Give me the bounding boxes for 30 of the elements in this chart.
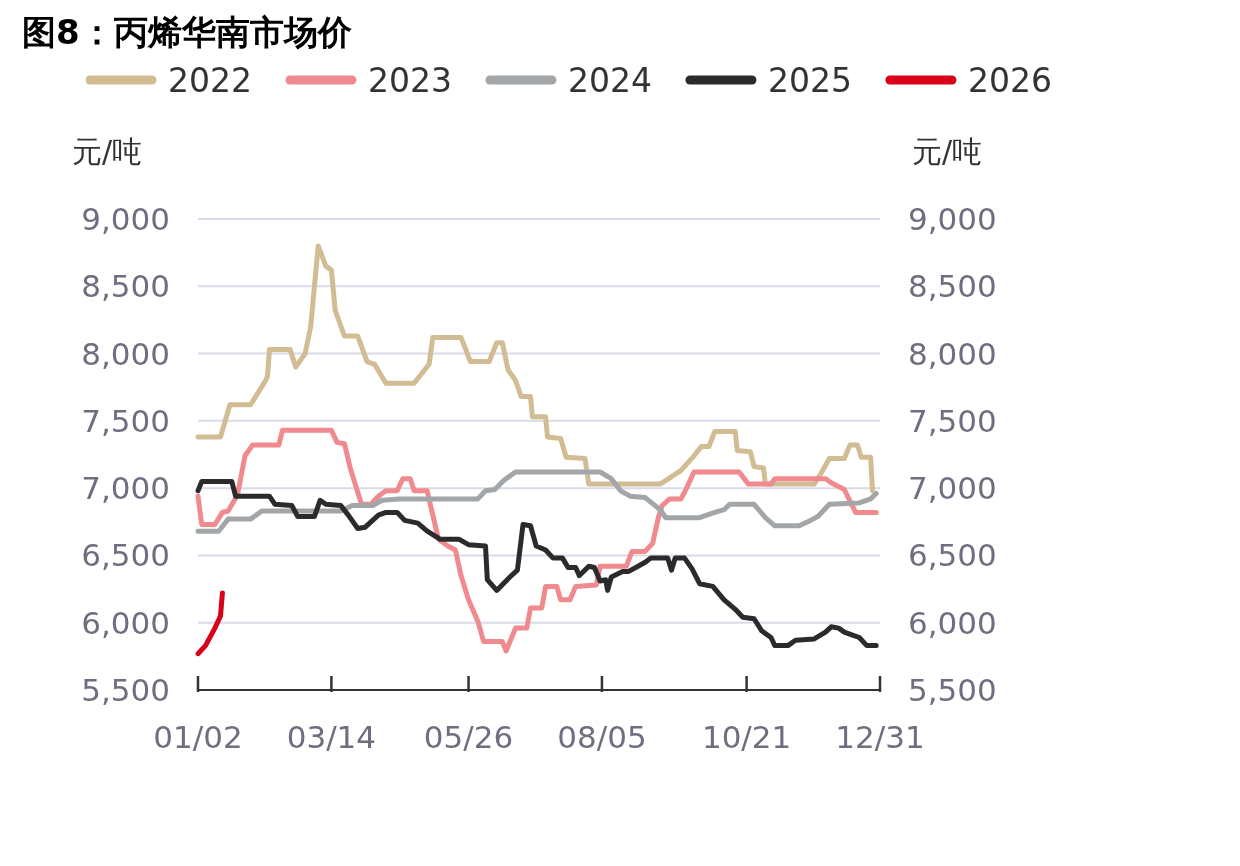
legend-label: 2025 bbox=[767, 61, 852, 100]
y-axis-title: 元/吨 bbox=[72, 134, 143, 169]
x-tick-label: 01/02 bbox=[153, 719, 243, 755]
y2-tick-label: 5,500 bbox=[908, 672, 997, 708]
y-tick-label: 5,500 bbox=[81, 672, 170, 708]
y-tick-label: 6,000 bbox=[81, 604, 170, 641]
legend-label: 2026 bbox=[967, 61, 1052, 100]
y2-tick-label: 8,000 bbox=[908, 335, 997, 372]
x-tick-label: 05/26 bbox=[423, 719, 514, 755]
y2-tick-label: 7,000 bbox=[908, 470, 997, 507]
y-tick-label: 8,000 bbox=[81, 335, 170, 372]
y-tick-label: 9,000 bbox=[81, 201, 170, 237]
y2-tick-label: 7,500 bbox=[908, 402, 997, 439]
legend-label: 2023 bbox=[367, 61, 452, 100]
y2-axis-title: 元/吨 bbox=[912, 134, 983, 169]
x-tick-label: 08/05 bbox=[557, 719, 647, 755]
chart-title: 图8：丙烯华南市场价 bbox=[22, 12, 353, 52]
legend-label: 2024 bbox=[567, 61, 652, 100]
legend-label: 2022 bbox=[168, 61, 252, 100]
x-tick-label: 12/31 bbox=[835, 719, 925, 755]
y2-tick-label: 6,000 bbox=[908, 604, 997, 641]
x-tick-label: 10/21 bbox=[701, 719, 792, 755]
x-tick-label: 03/14 bbox=[286, 719, 377, 755]
y-tick-label: 7,000 bbox=[81, 470, 170, 507]
y-tick-label: 6,500 bbox=[81, 537, 170, 574]
y-tick-label: 8,500 bbox=[81, 268, 170, 305]
y2-tick-label: 8,500 bbox=[908, 268, 997, 305]
y2-tick-label: 6,500 bbox=[908, 537, 997, 574]
y-tick-label: 7,500 bbox=[81, 402, 170, 439]
y2-tick-label: 9,000 bbox=[908, 201, 997, 237]
